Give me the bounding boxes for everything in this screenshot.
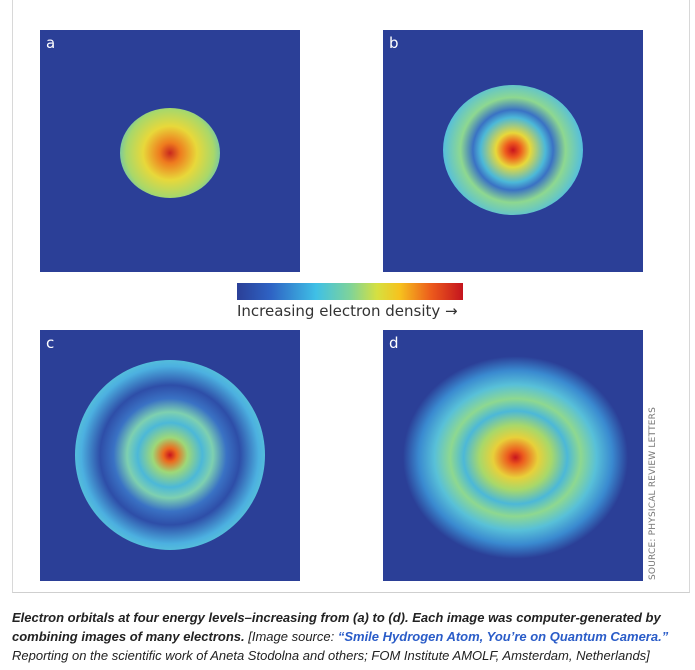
source-link[interactable]: “Smile Hydrogen Atom, You’re on Quantum … — [337, 629, 669, 644]
orbital-panel-c: c — [40, 330, 300, 581]
colorbar-label: Increasing electron density → — [237, 302, 458, 320]
orbital-panel-d: d — [383, 330, 643, 581]
source-credit: SOURCE: PHYSICAL REVIEW LETTERS — [648, 406, 658, 580]
electron-density-colorbar — [237, 283, 463, 300]
caption-bold: Electron orbitals at four energy levels–… — [12, 610, 661, 644]
orbital-image — [443, 85, 583, 215]
panel-label: d — [389, 334, 399, 352]
figure-caption: Electron orbitals at four energy levels–… — [12, 608, 692, 665]
orbital-image — [120, 108, 220, 198]
panel-label: a — [46, 34, 56, 52]
panel-label: c — [46, 334, 55, 352]
caption-rest: Reporting on the scientific work of Anet… — [12, 648, 650, 663]
orbital-panel-b: b — [383, 30, 643, 272]
orbital-image — [403, 345, 628, 570]
orbital-image — [75, 360, 265, 550]
caption-source-prefix: [Image source: — [244, 629, 338, 644]
panel-label: b — [389, 34, 399, 52]
orbital-panel-a: a — [40, 30, 300, 272]
